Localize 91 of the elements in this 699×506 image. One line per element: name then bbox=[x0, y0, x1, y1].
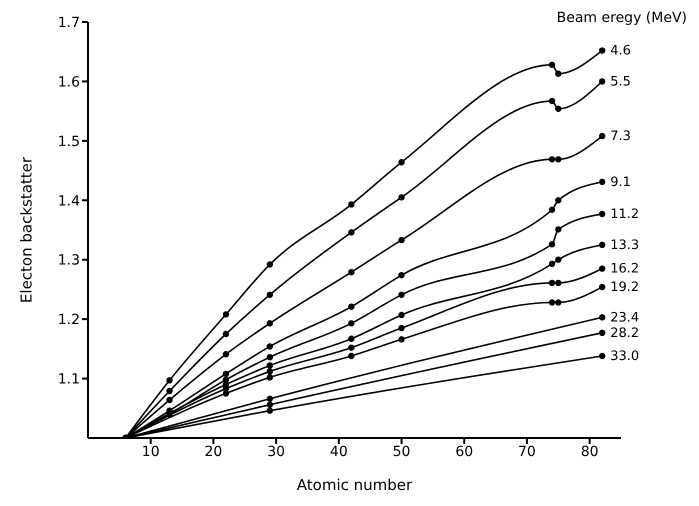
point bbox=[348, 336, 355, 342]
y-tick-label: 1.1 bbox=[58, 372, 80, 388]
series-label: 13.3 bbox=[610, 238, 640, 253]
point bbox=[266, 402, 274, 408]
point bbox=[598, 178, 606, 186]
y-tick-label: 1.2 bbox=[58, 312, 80, 328]
point bbox=[555, 299, 562, 306]
point bbox=[398, 272, 405, 278]
point bbox=[548, 260, 556, 268]
point bbox=[398, 236, 405, 244]
point bbox=[598, 242, 606, 248]
y-tick-label: 1.3 bbox=[58, 252, 80, 269]
x-tick-label: 10 bbox=[142, 444, 160, 460]
point bbox=[266, 374, 274, 381]
x-tick-label: 70 bbox=[518, 444, 536, 460]
series-label: 9.1 bbox=[610, 174, 631, 190]
point bbox=[266, 354, 274, 360]
point bbox=[266, 320, 274, 327]
series-label: 11.2 bbox=[610, 206, 640, 222]
series-label: 33.0 bbox=[610, 348, 640, 364]
point bbox=[598, 210, 606, 218]
point bbox=[266, 292, 274, 298]
point bbox=[398, 312, 405, 318]
x-tick-label: 20 bbox=[204, 444, 222, 460]
series-label: 19.2 bbox=[610, 280, 640, 296]
point bbox=[222, 370, 230, 378]
point bbox=[555, 197, 562, 204]
point bbox=[598, 78, 606, 85]
point bbox=[348, 320, 355, 327]
series-label: 5.5 bbox=[610, 74, 631, 90]
point bbox=[548, 280, 556, 286]
point bbox=[166, 396, 173, 404]
point bbox=[348, 268, 355, 276]
point bbox=[398, 336, 405, 343]
point bbox=[266, 261, 274, 268]
point bbox=[555, 256, 562, 263]
point bbox=[555, 156, 562, 162]
point bbox=[222, 351, 230, 358]
point bbox=[555, 226, 562, 233]
point bbox=[166, 377, 173, 384]
point bbox=[598, 330, 606, 336]
point bbox=[548, 299, 556, 306]
point bbox=[222, 311, 230, 318]
y-tick-label: 1.6 bbox=[58, 74, 80, 90]
point bbox=[266, 407, 274, 414]
point bbox=[348, 303, 355, 310]
x-tick-label: 30 bbox=[267, 444, 286, 460]
point bbox=[222, 330, 230, 338]
point bbox=[348, 352, 355, 360]
point bbox=[555, 106, 562, 112]
x-tick-label: 60 bbox=[455, 444, 474, 460]
point bbox=[398, 324, 405, 332]
x-axis-title: Atomic number bbox=[296, 476, 414, 494]
point bbox=[166, 388, 173, 394]
point bbox=[266, 368, 274, 375]
point bbox=[555, 280, 562, 286]
point bbox=[548, 156, 556, 162]
series-label: 16.2 bbox=[610, 262, 640, 277]
point bbox=[398, 194, 405, 201]
point bbox=[598, 352, 606, 360]
point bbox=[348, 344, 355, 351]
point bbox=[548, 98, 556, 104]
point bbox=[348, 201, 355, 208]
point bbox=[398, 159, 405, 166]
x-tick-label: 80 bbox=[580, 444, 599, 460]
point bbox=[598, 265, 606, 272]
point bbox=[222, 390, 230, 397]
series-label: 7.3 bbox=[610, 129, 631, 144]
y-tick-label: 1.5 bbox=[58, 134, 80, 150]
point bbox=[598, 314, 606, 321]
point bbox=[266, 362, 274, 369]
point bbox=[548, 241, 556, 248]
legend-title: Beam eregy (MeV) bbox=[556, 10, 687, 26]
series-label: 4.6 bbox=[610, 44, 631, 59]
y-axis-title: Electon backstatter bbox=[17, 156, 36, 304]
series-label: 23.4 bbox=[610, 310, 640, 326]
point bbox=[548, 62, 556, 68]
point bbox=[398, 292, 405, 298]
point bbox=[266, 343, 274, 350]
point bbox=[598, 47, 606, 54]
point bbox=[266, 396, 274, 402]
y-tick-label: 1.4 bbox=[58, 193, 80, 210]
y-tick-label: 1.7 bbox=[58, 14, 80, 31]
x-tick-label: 40 bbox=[330, 444, 348, 460]
x-tick-label: 50 bbox=[392, 444, 410, 460]
point bbox=[598, 132, 606, 140]
point bbox=[348, 229, 355, 236]
point bbox=[548, 206, 556, 213]
series-label: 28.2 bbox=[610, 326, 640, 341]
point bbox=[598, 284, 606, 290]
point bbox=[555, 70, 562, 77]
